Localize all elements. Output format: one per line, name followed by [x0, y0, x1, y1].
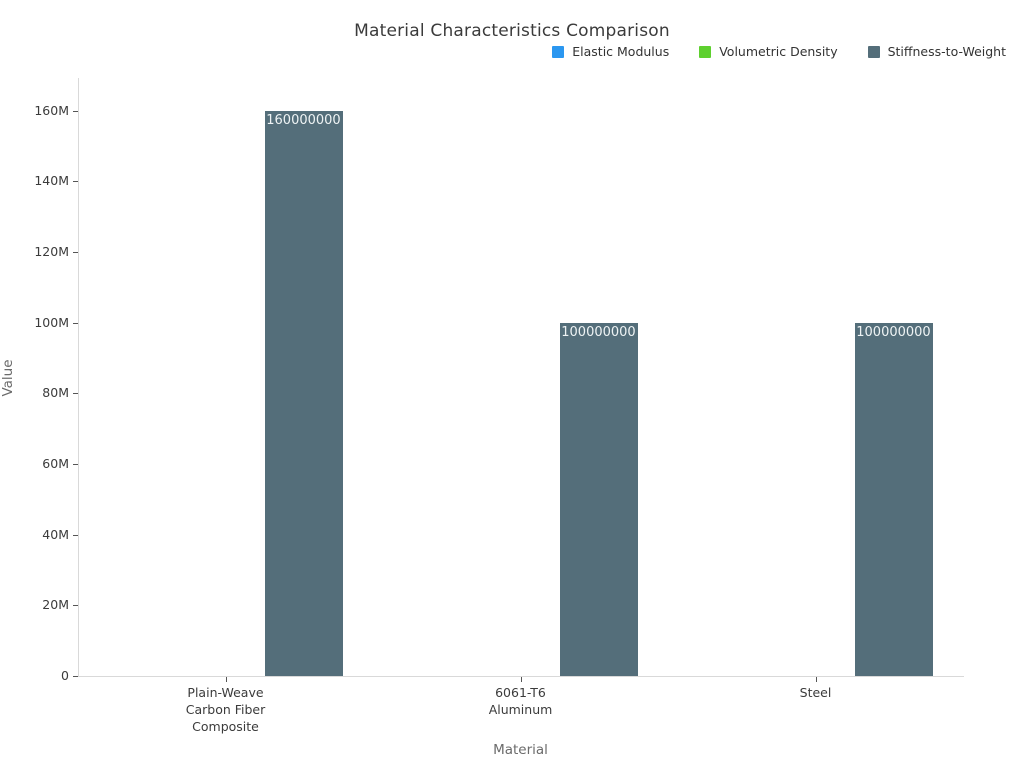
y-tick-label: 140M [34, 173, 69, 189]
legend-label: Stiffness-to-Weight [887, 44, 1006, 59]
bar-value-label: 160000000 [266, 112, 341, 128]
x-tick-label-line: Carbon Fiber [185, 702, 266, 717]
y-tick-label: 40M [42, 526, 69, 542]
y-tick-mark [73, 252, 78, 254]
x-axis-line [78, 676, 964, 677]
y-tick-label: 120M [34, 244, 69, 260]
y-tick-mark [73, 322, 78, 324]
x-tick-label-line: Aluminum [488, 702, 553, 717]
bar-stiffness-to-weight-steel: 100000000 [854, 322, 933, 676]
bar-stiffness-to-weight-plain-weave-carbon-fiber-composite: 160000000 [264, 110, 343, 676]
legend: Elastic Modulus Volumetric Density Stiffne… [552, 44, 1006, 59]
y-tick-mark [73, 676, 78, 677]
legend-item-stiffness-to-weight[interactable]: Stiffness-to-Weight [867, 44, 1006, 59]
y-tick-label: 0 [61, 668, 69, 683]
x-tick-label-steel: Steel [800, 684, 832, 701]
y-axis-line [78, 78, 79, 676]
y-tick-label: 80M [42, 385, 69, 401]
x-tick-label-line: Plain-Weave [187, 685, 264, 700]
y-tick-mark [73, 605, 78, 607]
y-tick-mark [73, 534, 78, 536]
y-tick-label: 160M [34, 102, 69, 118]
x-axis-title: Material [493, 742, 548, 758]
x-tick-mark [520, 677, 522, 682]
x-tick-label-plain-weave-carbon-fiber-composite: Plain-Weave Carbon Fiber Composite [186, 684, 266, 735]
x-tick-label-line: 6061-T6 [495, 685, 546, 700]
y-tick-mark [73, 110, 78, 112]
chart-title: Material Characteristics Comparison [354, 21, 670, 41]
bar-value-label: 100000000 [856, 324, 931, 340]
y-tick-label: 20M [42, 597, 69, 613]
y-tick-mark [73, 181, 78, 183]
x-tick-label-6061-t6-aluminum: 6061-T6 Aluminum [489, 684, 553, 718]
bar-stiffness-to-weight-6061-t6-aluminum: 100000000 [559, 322, 638, 676]
y-tick-mark [73, 393, 78, 395]
legend-label: Volumetric Density [719, 44, 838, 59]
y-tick-label: 100M [34, 314, 69, 330]
y-tick-mark [73, 464, 78, 466]
legend-swatch-volumetric-density [699, 45, 712, 58]
legend-swatch-elastic-modulus [552, 45, 565, 58]
x-tick-mark [225, 677, 227, 682]
legend-item-volumetric-density[interactable]: Volumetric Density [699, 44, 838, 59]
y-tick-label: 60M [42, 456, 69, 472]
x-tick-mark [815, 677, 817, 682]
legend-item-elastic-modulus[interactable]: Elastic Modulus [552, 44, 669, 59]
legend-swatch-stiffness-to-weight [867, 45, 880, 58]
legend-label: Elastic Modulus [572, 44, 670, 59]
bar-value-label: 100000000 [561, 324, 636, 340]
x-tick-label-line: Composite [192, 719, 259, 734]
x-tick-label-line: Steel [799, 685, 832, 700]
